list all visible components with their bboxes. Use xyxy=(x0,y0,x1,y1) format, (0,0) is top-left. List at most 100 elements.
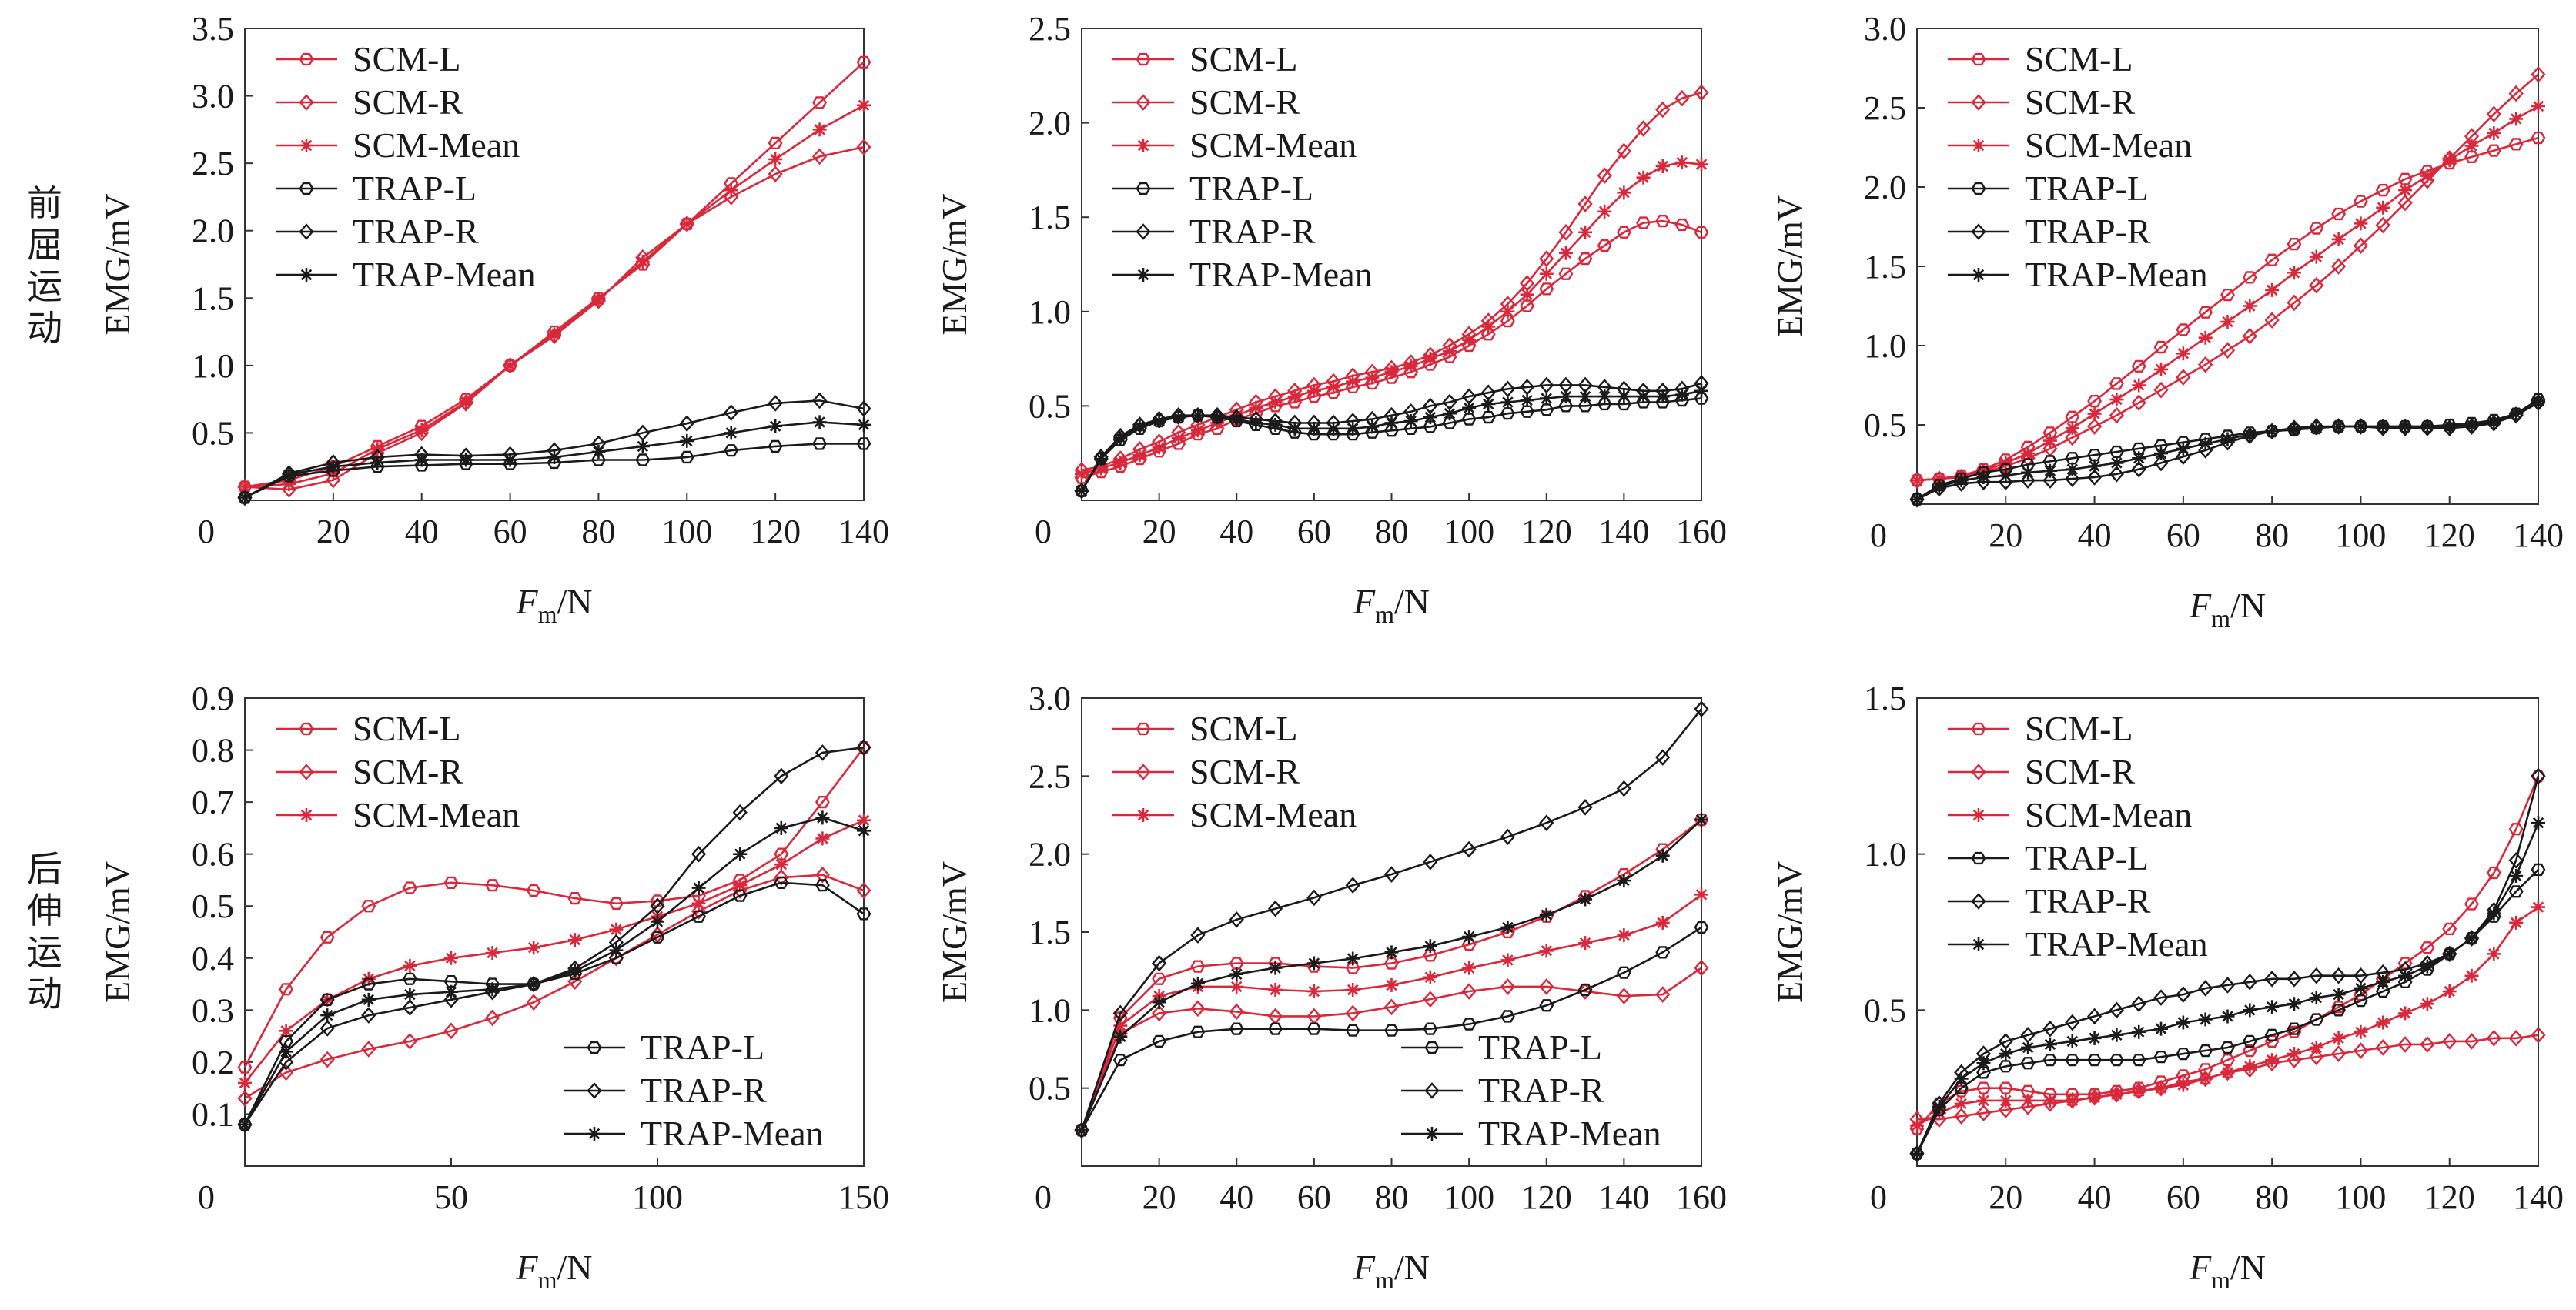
data-point xyxy=(1577,799,1593,816)
data-point xyxy=(1152,1004,1167,1022)
data-point xyxy=(2109,1001,2124,1019)
legend-marker xyxy=(1971,94,1986,111)
y-tick-label: 0.5 xyxy=(1029,1070,1071,1108)
y-tick-label: 1.0 xyxy=(1029,293,1071,331)
series-trap-r xyxy=(1909,394,2546,508)
data-point xyxy=(1520,299,1534,312)
data-point xyxy=(2287,294,2302,312)
data-point xyxy=(1287,421,1302,436)
data-point xyxy=(1345,877,1360,894)
legend-marker xyxy=(1971,764,1986,780)
x-axis-label: Fm/N xyxy=(1353,582,1430,628)
data-point xyxy=(567,933,582,947)
x-tick-label: 20 xyxy=(1142,1178,1176,1216)
data-point xyxy=(2442,947,2457,961)
data-point xyxy=(2487,947,2501,961)
data-point xyxy=(856,739,871,756)
x-axis-label-main: F xyxy=(2189,1248,2212,1287)
data-point xyxy=(2265,1000,2280,1014)
data-point xyxy=(1655,848,1670,863)
data-point xyxy=(2176,448,2191,466)
series-line xyxy=(1080,819,1702,1131)
legend-marker xyxy=(1971,223,1986,240)
data-point xyxy=(2086,418,2103,435)
data-point xyxy=(282,476,296,491)
y-tick-label: 2.0 xyxy=(1029,836,1071,874)
data-point xyxy=(680,216,694,231)
data-point xyxy=(237,1061,253,1074)
data-point xyxy=(2065,429,2080,446)
data-point xyxy=(856,55,871,69)
data-point xyxy=(1229,967,1244,981)
legend-marker xyxy=(1971,52,1986,66)
legend-label: SCM-L xyxy=(2025,39,2133,79)
data-point xyxy=(768,152,783,166)
data-point xyxy=(2176,369,2191,386)
legend-marker xyxy=(587,1082,602,1099)
data-point xyxy=(1461,413,1477,426)
data-point xyxy=(279,1024,293,1038)
plot-frame xyxy=(244,28,865,501)
data-point xyxy=(774,847,789,861)
data-point xyxy=(1268,395,1283,409)
y-tick-label: 1.5 xyxy=(192,279,234,317)
data-point xyxy=(1229,957,1244,970)
data-point xyxy=(2242,974,2257,991)
data-point xyxy=(1500,920,1515,934)
data-point xyxy=(1075,1123,1089,1138)
data-point xyxy=(1597,239,1612,252)
data-point xyxy=(1954,1108,1969,1125)
data-point xyxy=(1558,267,1574,280)
data-point xyxy=(1132,419,1147,434)
data-point xyxy=(2109,1028,2124,1042)
data-point xyxy=(2287,266,2301,280)
x-axis-label-sub: m xyxy=(538,1266,557,1294)
data-point xyxy=(1423,410,1437,425)
data-point xyxy=(2375,183,2390,197)
data-point xyxy=(1210,410,1225,425)
origin-label: 0 xyxy=(198,1178,215,1216)
legend-label: TRAP-L xyxy=(1478,1028,1602,1067)
series-trap-mean xyxy=(1075,383,1708,498)
data-point xyxy=(2354,981,2368,995)
plot-frame xyxy=(244,697,865,1167)
data-point xyxy=(650,894,665,907)
data-point xyxy=(691,881,706,895)
data-point xyxy=(1674,89,1690,107)
data-point xyxy=(2309,967,2324,984)
y-tick-label: 1.5 xyxy=(1864,248,1906,286)
data-point xyxy=(2442,1033,2457,1050)
y-tick-label: 0.7 xyxy=(192,784,234,821)
data-point xyxy=(2487,414,2501,429)
data-point xyxy=(635,254,650,269)
data-point xyxy=(1306,984,1321,999)
y-tick-label: 1.5 xyxy=(1029,199,1071,236)
data-point xyxy=(1694,226,1709,239)
data-point xyxy=(2021,1040,2036,1054)
data-point xyxy=(1346,374,1360,389)
data-point xyxy=(2464,931,2479,946)
legend-marker xyxy=(1136,764,1151,780)
x-axis-label: Fm/N xyxy=(516,1248,593,1294)
data-point xyxy=(2176,1078,2190,1092)
x-axis-label-main: F xyxy=(516,1248,539,1287)
x-axis-label-sub: m xyxy=(2211,604,2230,632)
data-point xyxy=(503,453,517,467)
data-point xyxy=(1112,1004,1128,1022)
data-point xyxy=(856,400,871,417)
data-point xyxy=(2264,1034,2280,1048)
data-point xyxy=(815,866,831,884)
y-tick-label: 3.0 xyxy=(192,78,234,115)
row-label-char: 运 xyxy=(27,267,62,306)
legend-label: TRAP-L xyxy=(2025,838,2149,877)
data-point xyxy=(567,973,583,990)
legend-label: SCM-R xyxy=(1189,752,1300,791)
legend-marker xyxy=(1971,893,1986,910)
data-point xyxy=(2265,1053,2280,1068)
data-point xyxy=(1674,387,1689,402)
data-point xyxy=(732,804,748,821)
data-point xyxy=(279,1034,293,1048)
